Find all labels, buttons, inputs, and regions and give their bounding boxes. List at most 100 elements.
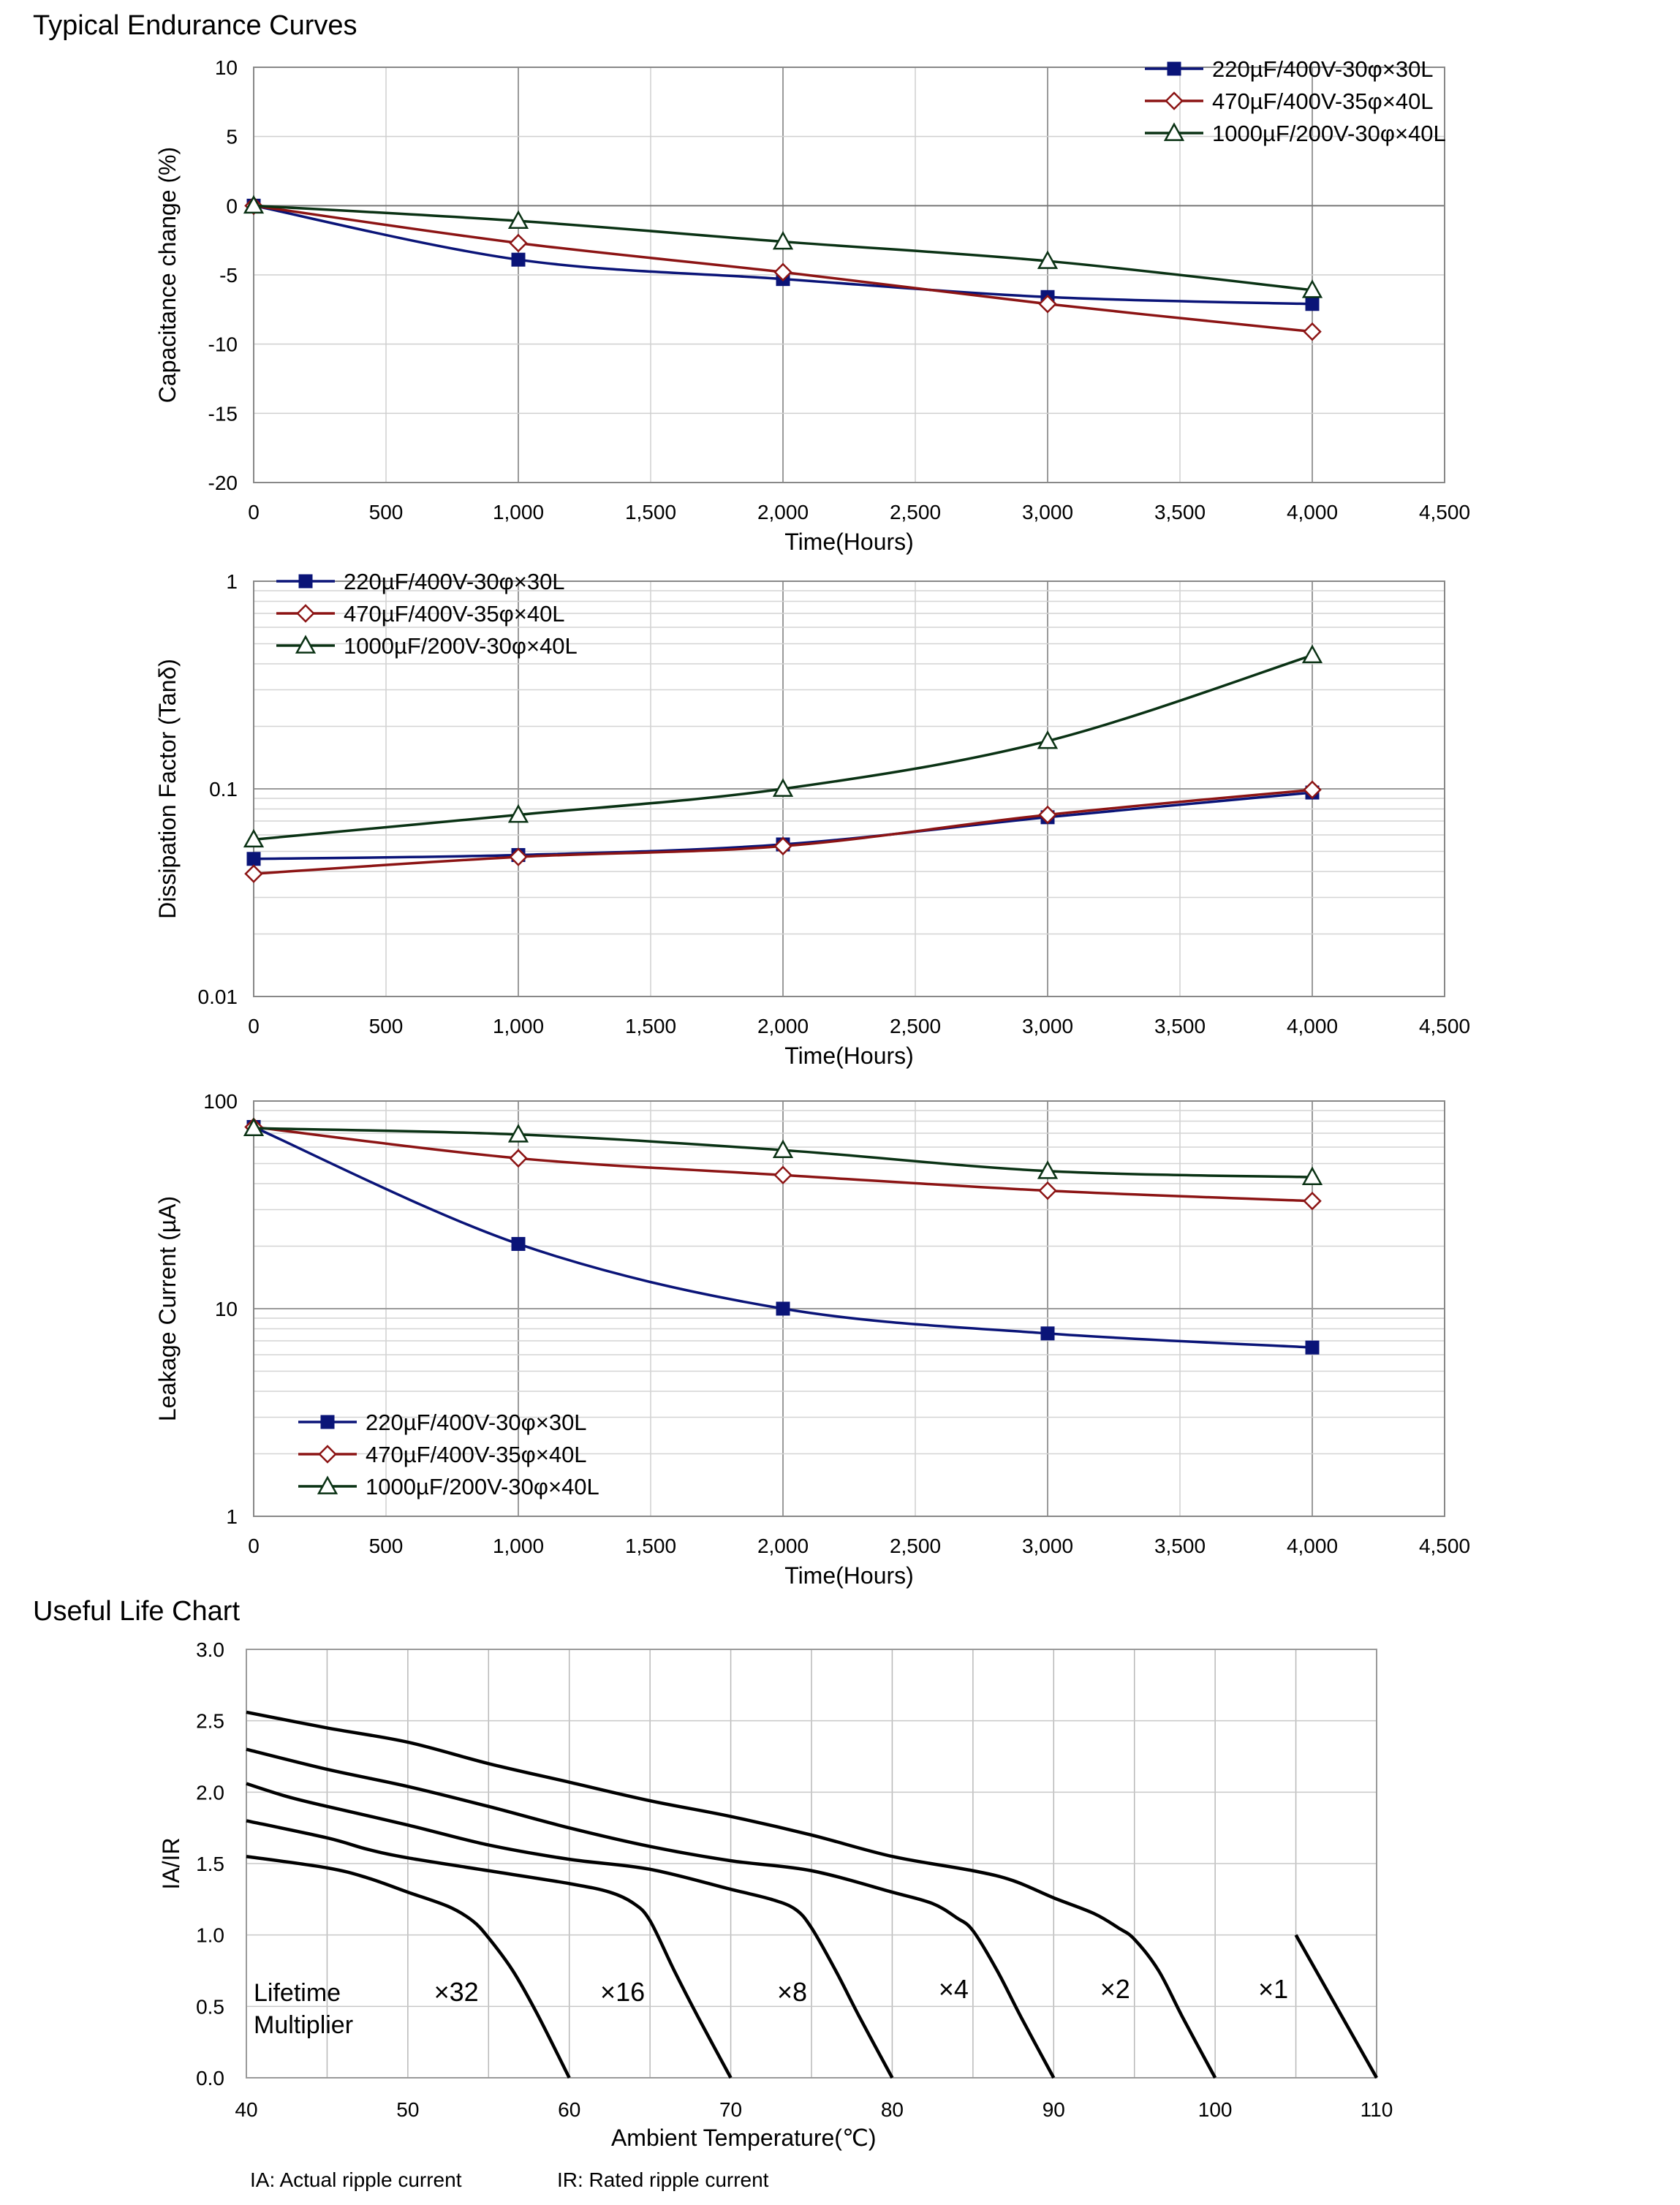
data-point	[507, 210, 529, 230]
footnote-ir: IR: Rated ripple current	[557, 2168, 769, 2191]
y-tick-label: 2.0	[196, 1781, 224, 1804]
legend-marker	[295, 635, 317, 654]
life-curve	[246, 1747, 1056, 2079]
section-title-useful-life: Useful Life Chart	[33, 1596, 241, 1627]
plot-frame	[246, 1649, 1377, 2079]
data-point	[509, 847, 528, 866]
data-point	[1301, 279, 1323, 298]
legend-marker	[1167, 61, 1181, 76]
y-tick-label: 1.0	[196, 1924, 224, 1947]
section-title-endurance: Typical Endurance Curves	[33, 10, 357, 41]
curve-label: ×2	[1100, 1974, 1130, 2004]
data-point	[244, 864, 263, 883]
x-tick-label: 1,000	[493, 1015, 544, 1037]
x-tick-label: 0	[248, 1535, 260, 1557]
legend-label: 470µF/400V-35φ×40L	[366, 1442, 587, 1467]
data-point	[509, 233, 528, 253]
x-tick-label: 2,500	[890, 1015, 941, 1037]
curve-label: ×16	[600, 1977, 645, 2007]
x-tick-label: 1,000	[493, 1535, 544, 1557]
y-tick-label: 3.0	[196, 1638, 224, 1661]
data-point	[1038, 294, 1057, 314]
data-point	[772, 230, 794, 250]
y-axis-title: Capacitance change (%)	[154, 147, 181, 403]
annotation-line: Multiplier	[254, 2011, 353, 2039]
x-tick-label: 500	[369, 1015, 404, 1037]
y-tick-label: 0	[226, 194, 238, 217]
y-tick-label: -20	[208, 472, 238, 494]
y-axis-title: Dissipation Factor (Tanδ)	[154, 659, 181, 919]
legend-label: 1000µF/200V-30φ×40L	[1212, 121, 1446, 146]
y-tick-label: -5	[219, 264, 238, 287]
data-point	[1038, 805, 1057, 825]
y-axis-title: IA/IR	[158, 1837, 184, 1889]
curve-label: ×1	[1258, 1974, 1288, 2004]
plot-frame	[253, 580, 1445, 997]
data-point	[1037, 250, 1059, 269]
legend-label: 1000µF/200V-30φ×40L	[366, 1474, 599, 1499]
x-tick-label: 90	[1043, 2098, 1065, 2121]
life-curve	[1294, 1934, 1378, 2079]
curve-label: ×4	[939, 1974, 969, 2004]
annotation-line: Lifetime	[254, 1979, 341, 2007]
x-tick-label: 4,500	[1419, 1535, 1470, 1557]
legend-label: 1000µF/200V-30φ×40L	[344, 633, 578, 659]
data-point	[507, 1124, 529, 1143]
y-tick-label: 0.5	[196, 1995, 224, 2018]
x-tick-label: 2,000	[757, 501, 809, 523]
y-tick-label: 100	[203, 1090, 238, 1113]
y-tick-label: 2.5	[196, 1710, 224, 1733]
x-tick-label: 3,500	[1154, 1015, 1206, 1037]
x-tick-label: 500	[369, 501, 404, 523]
x-tick-label: 50	[396, 2098, 419, 2121]
data-point	[1303, 780, 1322, 800]
data-point	[773, 836, 792, 856]
data-point	[1040, 1326, 1055, 1341]
life-curve	[246, 1819, 733, 2079]
y-tick-label: 0.0	[196, 2067, 224, 2089]
data-point	[511, 1236, 526, 1251]
y-tick-label: 1.5	[196, 1853, 224, 1875]
x-tick-label: 3,000	[1022, 1535, 1073, 1557]
data-point	[243, 194, 265, 214]
data-point	[509, 1149, 528, 1168]
legend-label: 220µF/400V-30φ×30L	[344, 569, 565, 594]
x-tick-label: 0	[248, 501, 260, 523]
data-point	[1037, 730, 1059, 749]
x-tick-label: 4,500	[1419, 1015, 1470, 1037]
data-point	[511, 252, 526, 267]
life-curve	[246, 1710, 1217, 2079]
data-point	[773, 262, 792, 281]
legend-marker	[1163, 122, 1185, 141]
y-tick-label: 10	[215, 56, 238, 79]
plot-frame	[253, 67, 1445, 483]
x-tick-label: 0	[248, 1015, 260, 1037]
x-tick-label: 1,500	[625, 1015, 676, 1037]
curve-label: ×32	[434, 1977, 479, 2007]
x-tick-label: 2,500	[890, 1535, 941, 1557]
x-tick-label: 40	[235, 2098, 257, 2121]
x-tick-label: 100	[1198, 2098, 1233, 2121]
x-tick-label: 1,500	[625, 1535, 676, 1557]
legend-marker	[298, 574, 313, 589]
life-curve	[246, 1782, 894, 2079]
footnote-ia: IA: Actual ripple current	[250, 2168, 462, 2191]
x-tick-label: 4,000	[1287, 1535, 1338, 1557]
y-tick-label: 0.01	[198, 986, 238, 1008]
y-tick-label: 1	[226, 1505, 238, 1528]
data-point	[1305, 1340, 1320, 1355]
data-point	[507, 803, 529, 823]
x-tick-label: 110	[1361, 2098, 1393, 2121]
curve-label: ×8	[777, 1977, 807, 2007]
legend-marker	[320, 1415, 335, 1429]
x-tick-label: 3,500	[1154, 501, 1206, 523]
x-tick-label: 80	[881, 2098, 904, 2121]
data-point	[1301, 1166, 1323, 1185]
x-tick-label: 3,500	[1154, 1535, 1206, 1557]
legend-label: 470µF/400V-35φ×40L	[1212, 88, 1434, 114]
data-point	[1303, 1191, 1322, 1211]
x-axis-title: Time(Hours)	[784, 1043, 914, 1069]
x-tick-label: 1,500	[625, 501, 676, 523]
data-point	[772, 778, 794, 797]
